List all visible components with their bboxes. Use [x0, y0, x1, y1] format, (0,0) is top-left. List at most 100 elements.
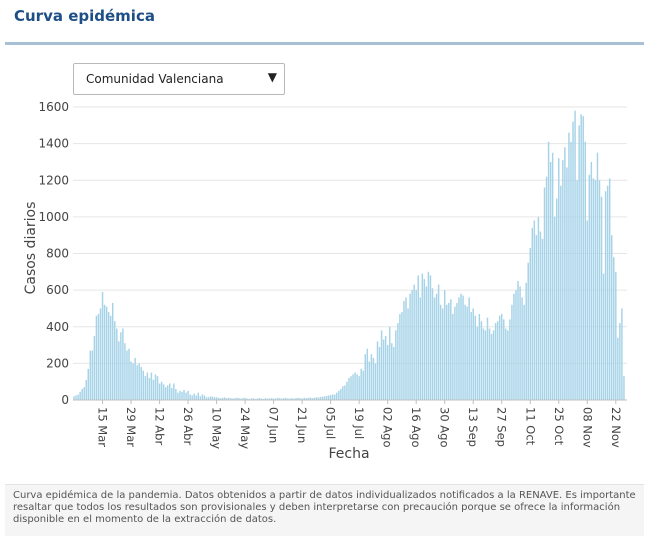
x-tick-label: 27 Sep [495, 407, 509, 447]
bar [496, 321, 499, 400]
grid-lines [73, 106, 627, 364]
bar [464, 304, 466, 400]
bar [415, 290, 417, 401]
bar [187, 390, 189, 400]
bar [120, 332, 122, 400]
bar [604, 191, 607, 400]
bar [183, 389, 185, 400]
bar [111, 302, 114, 400]
x-tick-label: 05 Jul [324, 407, 338, 439]
bar [576, 180, 578, 400]
bar [543, 187, 546, 400]
bar [256, 398, 259, 400]
bar [386, 345, 389, 400]
bar [403, 301, 405, 400]
bar [285, 397, 287, 400]
bar [344, 385, 346, 400]
bar [177, 392, 179, 400]
bar [572, 121, 574, 401]
x-tick-label: 22 Nov [609, 407, 623, 448]
bar [488, 328, 491, 400]
bar [252, 398, 254, 400]
bar [582, 116, 584, 400]
bar [592, 178, 595, 400]
bar [456, 302, 458, 400]
bar [527, 262, 529, 400]
bar [348, 378, 350, 400]
bar [228, 397, 230, 400]
bar [437, 284, 440, 400]
bar [507, 330, 509, 400]
bar [580, 114, 582, 400]
bar [433, 297, 436, 400]
bar [207, 397, 210, 400]
bar [370, 354, 373, 400]
bar [564, 147, 566, 400]
bar [224, 397, 226, 400]
y-tick-label: 800 [46, 247, 69, 261]
bar [588, 174, 591, 400]
bar [584, 141, 586, 401]
bar [211, 396, 214, 400]
x-tick-label: 25 Oct [552, 407, 566, 446]
bar [480, 321, 483, 400]
y-tick-label: 1600 [38, 100, 69, 114]
bar [87, 368, 90, 400]
bar [450, 299, 452, 400]
bar [83, 387, 85, 400]
bar [295, 398, 297, 400]
bar [319, 397, 322, 400]
bar [250, 398, 252, 400]
bar [346, 381, 348, 400]
bar [309, 397, 312, 400]
bar [189, 394, 191, 400]
bar [301, 398, 303, 400]
bar [460, 293, 462, 400]
bar [338, 390, 340, 400]
region-select[interactable]: Comunidad Valenciana ▼ [73, 63, 285, 95]
bar [617, 337, 619, 400]
bar [181, 391, 183, 400]
bar [423, 279, 426, 400]
x-tick-label: 19 Jul [352, 407, 366, 439]
bar [154, 374, 157, 400]
bar [558, 158, 560, 400]
bar [590, 161, 593, 400]
bar [128, 348, 130, 400]
bar [197, 392, 199, 400]
bar [513, 293, 515, 400]
bar [570, 141, 572, 401]
bar [191, 395, 193, 400]
bar [401, 312, 403, 400]
bar [578, 125, 580, 400]
bar [219, 398, 222, 400]
bar [421, 273, 424, 400]
bar [560, 185, 562, 400]
bar [266, 398, 269, 400]
bar [388, 326, 391, 400]
bar [99, 308, 102, 400]
bar [107, 312, 110, 400]
bar [397, 323, 399, 400]
x-tick-label: 29 Mar [124, 407, 138, 447]
bar [195, 395, 197, 400]
bar [494, 323, 497, 400]
bar [95, 315, 98, 400]
bar [533, 220, 536, 400]
bar [342, 386, 344, 400]
bar [562, 160, 564, 400]
bar [411, 290, 413, 401]
bar [574, 110, 576, 400]
bar [486, 317, 489, 400]
bar [226, 398, 228, 400]
x-tick-label: 21 Jun [295, 407, 309, 443]
bar [452, 313, 454, 400]
bar [409, 293, 411, 400]
bar [144, 376, 147, 400]
bar [270, 398, 273, 400]
bar [462, 295, 464, 400]
bar [474, 315, 476, 400]
bar [258, 398, 261, 400]
bar [529, 248, 531, 400]
bar [405, 297, 407, 400]
